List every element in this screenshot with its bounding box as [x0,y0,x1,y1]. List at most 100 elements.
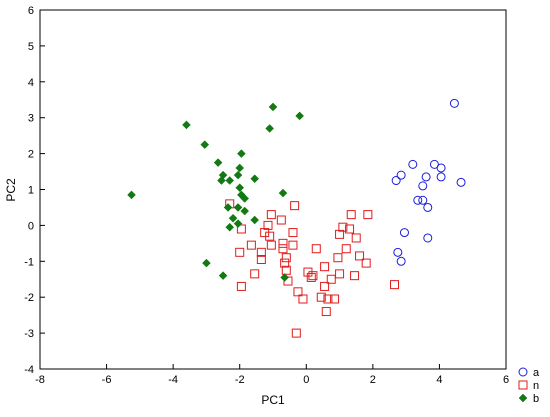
data-point-b [233,170,243,180]
y-tick-label: 3 [28,113,34,125]
data-point-a [399,228,409,238]
data-point-n [389,280,399,290]
data-point-b [200,140,210,149]
data-point-b [250,174,260,184]
data-point-a [418,195,428,205]
data-point-n [250,269,260,279]
x-tick-label: -6 [102,374,112,386]
data-point-b [213,158,223,167]
data-point-n [346,210,356,220]
data-point-n [355,251,365,261]
legend-marker-a [518,367,528,377]
y-tick-label: -4 [24,364,34,376]
data-point-b [237,149,246,158]
data-point-a [393,247,403,257]
data-point-n [293,287,303,297]
data-point-b [218,271,228,281]
data-point-b [235,163,245,173]
x-tick-label: 6 [503,374,509,386]
legend-label-b: b [533,393,539,405]
data-point-a [436,172,446,182]
x-tick-label: -4 [168,374,178,386]
data-point-b [182,120,191,130]
data-point-n [311,244,321,254]
data-point-n [246,240,256,250]
data-point-n [288,228,298,238]
y-tick-label: -1 [24,256,34,268]
data-points [127,98,466,338]
legend-label-a: a [533,367,540,379]
data-point-n [281,253,291,263]
data-point-b [202,258,211,268]
data-point-a [423,233,433,243]
data-point-n [236,281,246,291]
data-point-n [291,328,301,338]
data-point-n [278,238,288,248]
data-point-a [421,172,431,182]
data-point-b [240,194,250,203]
legend: anb [518,367,540,405]
y-tick-label: 0 [28,220,34,232]
data-point-b [280,273,290,282]
y-tick-label: -2 [24,292,34,304]
data-point-n [335,229,345,239]
data-point-n [341,244,351,254]
data-point-b [250,215,260,225]
data-point-n [280,258,290,268]
data-point-b [225,176,235,185]
legend-marker-n [518,380,528,390]
data-point-n [335,269,345,279]
data-point-n [326,274,336,284]
data-point-n [266,240,276,250]
legend-label-n: n [533,380,539,392]
data-point-n [308,271,318,281]
data-point-b [278,188,288,198]
data-point-n [321,307,331,317]
data-point-b [295,111,304,121]
data-point-a [408,159,418,169]
data-point-n [256,255,266,265]
x-tick-label: -8 [35,374,45,386]
x-tick-label: 4 [436,374,442,386]
data-point-n [256,247,266,257]
data-point-n [298,294,308,304]
data-point-n [323,294,333,304]
data-point-a [436,163,446,173]
y-tick-label: 5 [28,41,34,53]
data-point-n [306,272,316,282]
x-tick-label: 0 [303,374,309,386]
y-tick-label: 2 [28,149,34,161]
y-axis: -4 -3 -2 -1 0 1 2 3 4 5 6 [24,5,45,376]
y-tick-label: 4 [28,77,34,89]
data-point-a [413,195,423,205]
data-point-b [225,222,235,232]
y-tick-label: 1 [28,185,34,197]
data-point-n [345,224,355,234]
y-tick-label: -3 [24,328,34,340]
data-point-n [350,271,360,281]
data-point-n [235,247,245,257]
data-point-b [240,206,250,216]
data-point-a [396,170,406,180]
data-point-n [320,262,330,272]
data-point-n [288,240,298,250]
data-point-n [333,253,343,263]
data-point-n [236,224,246,234]
x-tick-label: 2 [370,374,376,386]
data-point-n [330,294,340,304]
data-point-a [456,177,466,187]
data-point-b [233,219,243,228]
data-point-n [263,220,273,230]
data-point-b [268,102,278,112]
data-point-n [351,233,361,243]
data-point-n [290,201,300,211]
y-axis-title: PC2 [4,178,18,202]
data-point-b [265,124,275,133]
data-point-a [418,181,428,191]
x-axis: -8 -6 -4 -2 0 2 4 6 [35,364,509,386]
data-point-b [235,183,245,193]
data-point-b [228,213,238,223]
data-point-n [361,258,371,268]
data-point-n [363,210,373,220]
